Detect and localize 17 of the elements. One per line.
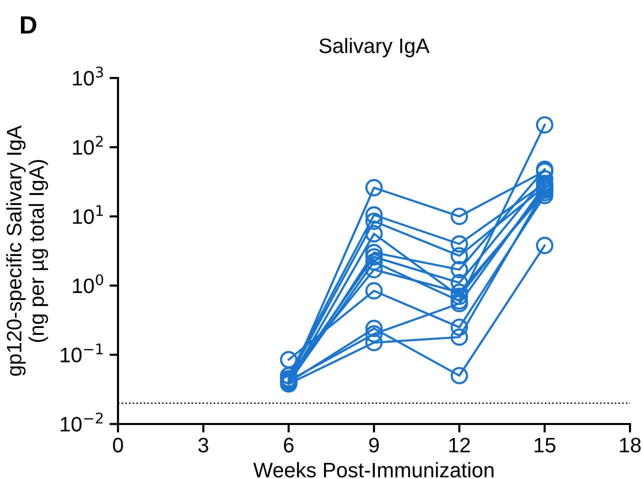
chart-title: Salivary IgA	[319, 38, 430, 58]
y-tick-label: 10$^{−2}$	[60, 412, 103, 432]
x-tick-label: 9	[369, 438, 379, 452]
x-tick-label: 12	[449, 438, 470, 452]
text: D	[20, 16, 36, 34]
x-tick-label: 3	[198, 438, 208, 452]
x-tick-label: 18	[620, 438, 641, 452]
x-axis-title: Weeks Post-Immunization	[253, 462, 494, 478]
y-axis-title: gp120-specific Salivary IgA (ng per µg total IgA)	[6, 125, 48, 376]
y-tick-label: 10$^{2}$	[73, 136, 103, 155]
y-tick-label: 10$^{0}$	[73, 274, 104, 294]
x-tick-label: 0	[113, 438, 123, 452]
y-tick-label: 10$^{3}$	[73, 66, 103, 86]
x-tick-label: 6	[284, 438, 294, 452]
x-tick-label: 15	[534, 438, 556, 452]
y-tick-label: 10$^{1}$	[73, 205, 103, 224]
y-tick-label: 10$^{−1}$	[60, 344, 103, 362]
